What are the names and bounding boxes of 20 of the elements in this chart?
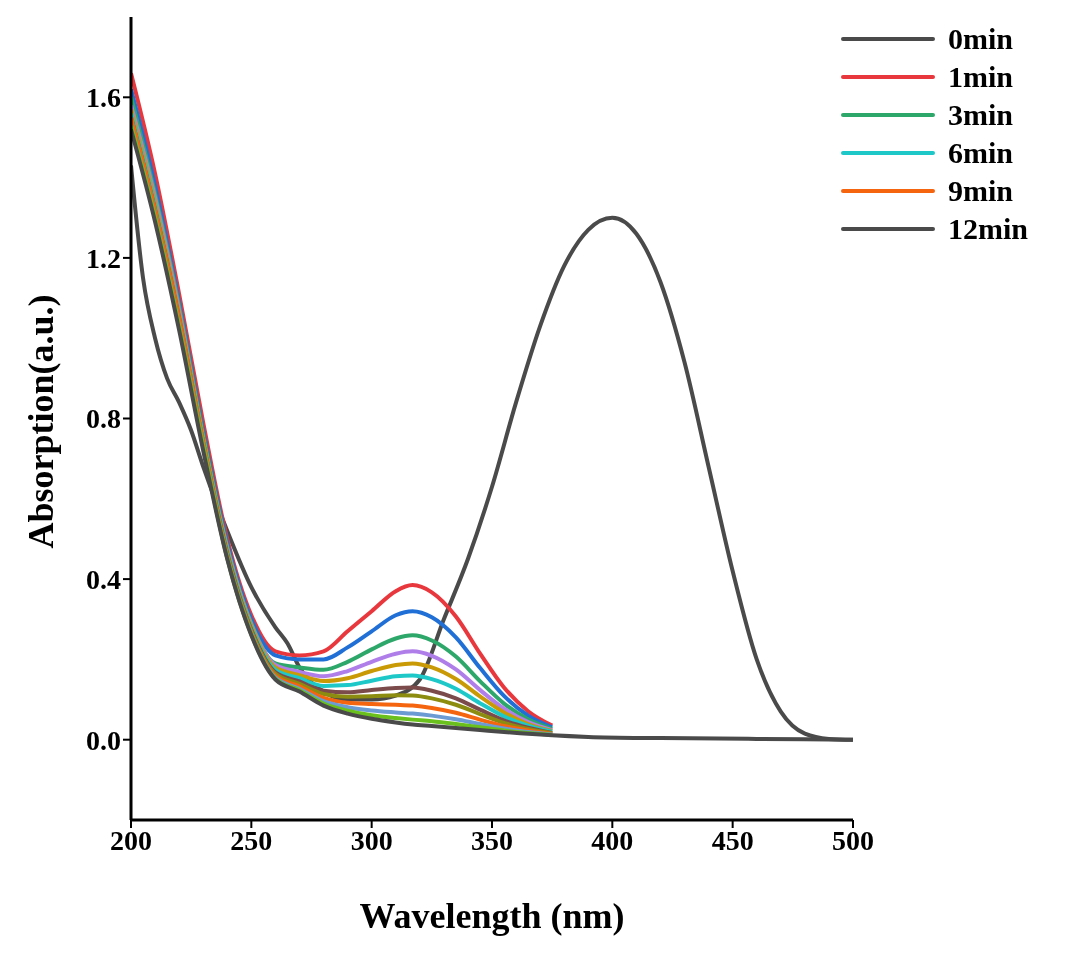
x-tick-label: 200 [110, 824, 152, 856]
legend-label: 1min [947, 60, 1013, 94]
legend-label: 9min [947, 174, 1013, 208]
y-tick-label: 1.2 [86, 242, 121, 274]
x-tick-label: 350 [470, 824, 513, 856]
y-tick-label: 0.4 [86, 564, 121, 596]
x-tick-label: 300 [350, 824, 393, 856]
legend-label: 12min [947, 212, 1028, 246]
legend-label: 6min [947, 136, 1013, 170]
y-axis-title: Absorption(a.u.) [20, 294, 61, 549]
legend-label: 3min [947, 98, 1013, 132]
x-tick-label: 500 [831, 824, 874, 856]
x-tick-label: 450 [711, 824, 754, 856]
x-axis-title: Wavelength (nm) [359, 896, 625, 936]
y-tick-label: 0.0 [86, 724, 121, 756]
y-tick-label: 0.8 [86, 403, 121, 435]
x-tick-label: 400 [591, 824, 634, 856]
legend-label: 0min [947, 22, 1013, 56]
y-tick-label: 1.6 [86, 82, 121, 114]
x-tick-label: 250 [230, 824, 273, 856]
